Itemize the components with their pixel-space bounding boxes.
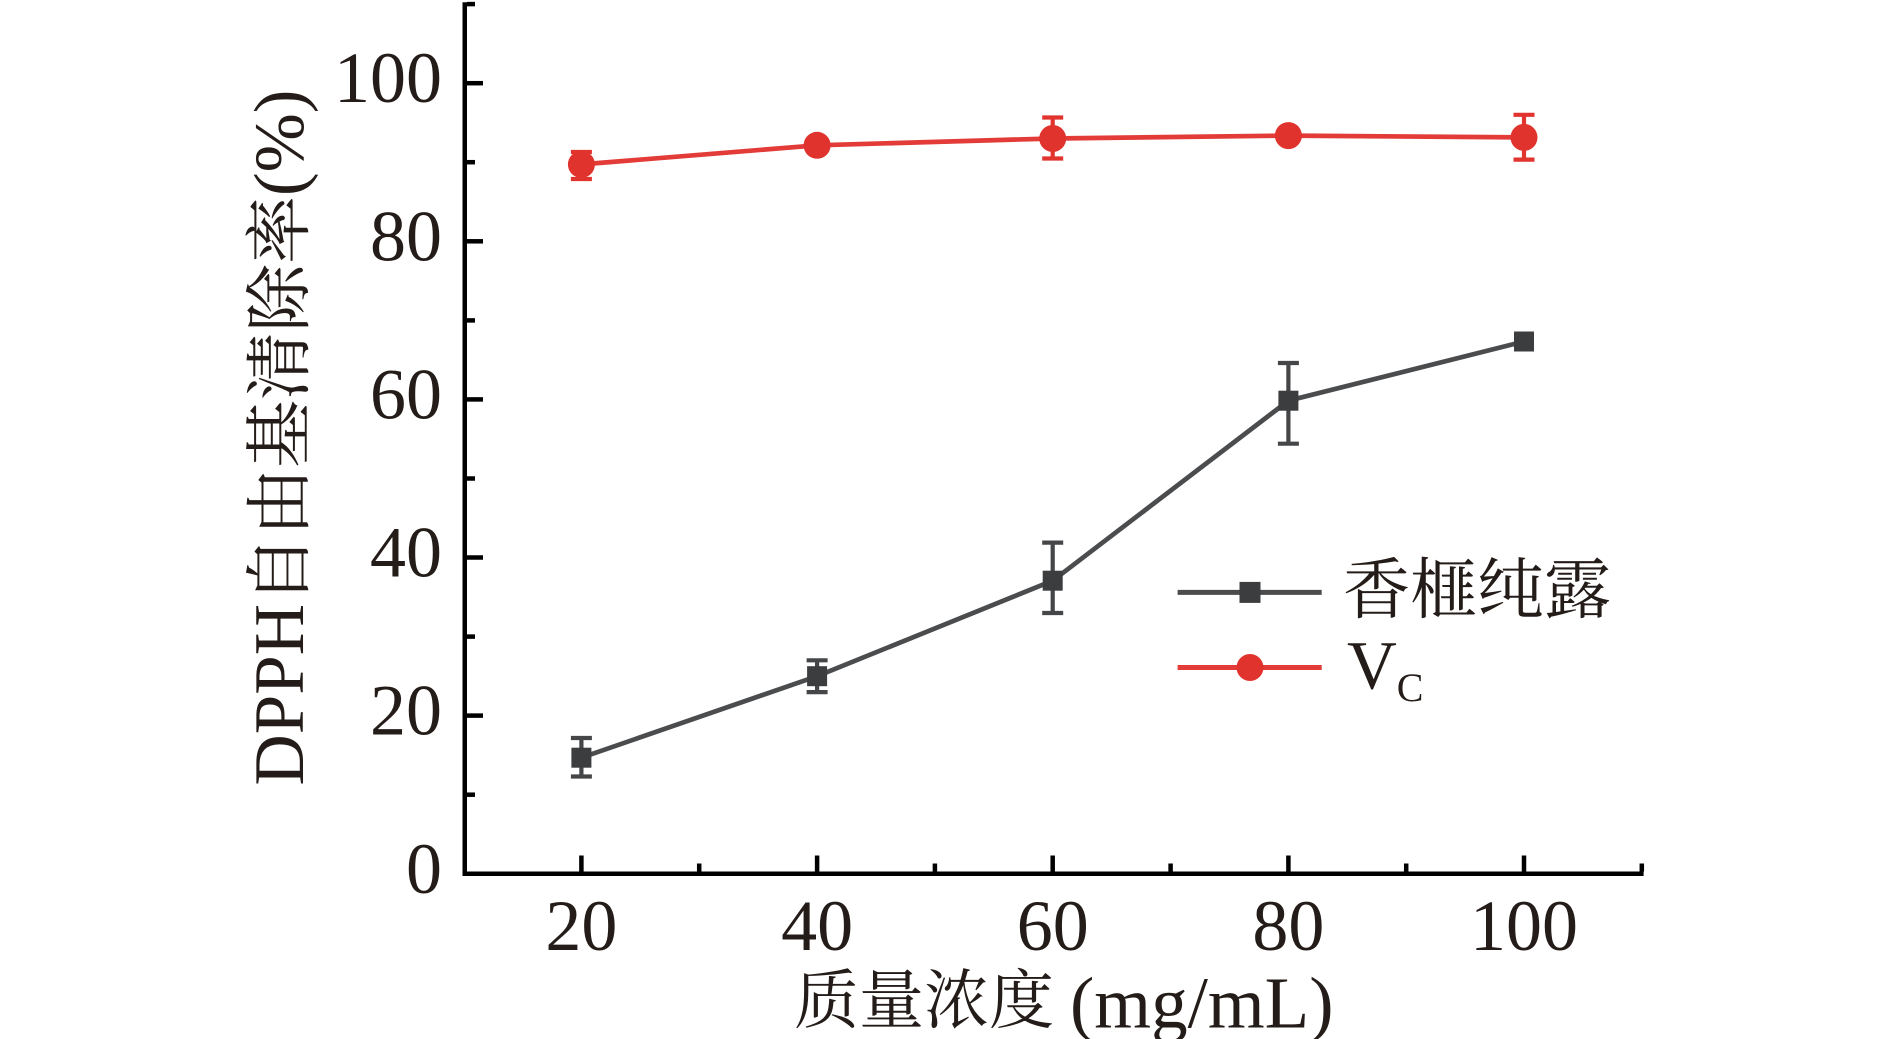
- svg-text:(mg/mL): (mg/mL): [1070, 963, 1334, 1039]
- svg-text:20: 20: [370, 671, 442, 751]
- svg-text:60: 60: [1017, 886, 1089, 966]
- svg-text:0: 0: [406, 829, 442, 909]
- svg-text:V: V: [1347, 627, 1397, 703]
- svg-text:80: 80: [370, 196, 442, 276]
- svg-text:40: 40: [781, 886, 853, 966]
- svg-text:C: C: [1397, 665, 1424, 710]
- svg-text:(%): (%): [241, 90, 319, 196]
- svg-text:60: 60: [370, 354, 442, 434]
- svg-text:20: 20: [545, 886, 617, 966]
- svg-text:DPPH: DPPH: [241, 604, 319, 786]
- svg-text:100: 100: [334, 38, 442, 118]
- svg-text:40: 40: [370, 513, 442, 593]
- svg-text:100: 100: [1470, 886, 1578, 966]
- svg-text:80: 80: [1252, 886, 1324, 966]
